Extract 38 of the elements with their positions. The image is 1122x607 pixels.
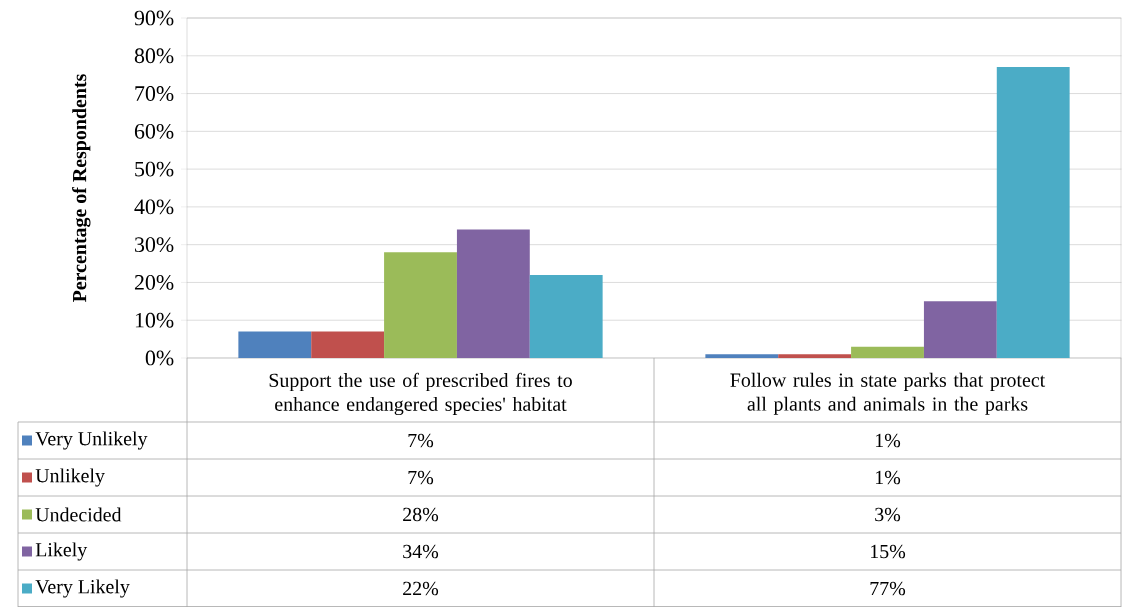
legend-label: Unlikely bbox=[35, 468, 105, 487]
data-label: 7% bbox=[408, 470, 434, 485]
bar bbox=[923, 301, 997, 358]
data-label: 22% bbox=[403, 581, 439, 596]
x-tick-label: Follow rules in state parks that protect all plants and animals in the parks bbox=[730, 372, 1046, 415]
bar bbox=[529, 274, 603, 358]
bar bbox=[311, 331, 385, 358]
data-label: 7% bbox=[408, 433, 434, 448]
y-tick-label: 50% bbox=[135, 161, 174, 177]
data-label: 15% bbox=[871, 544, 906, 559]
data-label: 1% bbox=[875, 433, 901, 448]
bar bbox=[778, 354, 852, 358]
bar bbox=[238, 331, 312, 358]
y-tick-label: 40% bbox=[134, 199, 174, 215]
y-tick-label: 20% bbox=[134, 275, 174, 290]
x-tick-label: Support the use of prescribed fires to enhance endangered species' habitat bbox=[269, 372, 572, 416]
legend-label: Undecided bbox=[35, 507, 122, 522]
legend-label: Very Unlikely bbox=[35, 431, 148, 450]
data-label: 3% bbox=[875, 507, 901, 522]
bar bbox=[456, 229, 530, 358]
bar bbox=[996, 67, 1070, 358]
y-tick-label: 30% bbox=[135, 237, 174, 253]
y-tick-label: 80% bbox=[134, 48, 174, 64]
y-tick-label: 90% bbox=[134, 10, 174, 26]
y-tick-label: 10% bbox=[135, 312, 174, 328]
bar bbox=[851, 346, 924, 358]
y-axis-title: Percentage of Respondents bbox=[72, 74, 91, 303]
data-label: 34% bbox=[403, 544, 439, 559]
legend-label: Likely bbox=[35, 542, 88, 561]
legend-label: Very Likely bbox=[35, 579, 130, 598]
y-tick-label: 70% bbox=[135, 86, 174, 101]
y-tick-label: 60% bbox=[134, 123, 174, 139]
data-label: 77% bbox=[870, 581, 906, 596]
bar bbox=[705, 354, 779, 358]
y-tick-label: 0% bbox=[145, 350, 174, 366]
data-label: 1% bbox=[875, 470, 901, 485]
data-label: 28% bbox=[403, 507, 439, 522]
bar bbox=[384, 252, 457, 358]
